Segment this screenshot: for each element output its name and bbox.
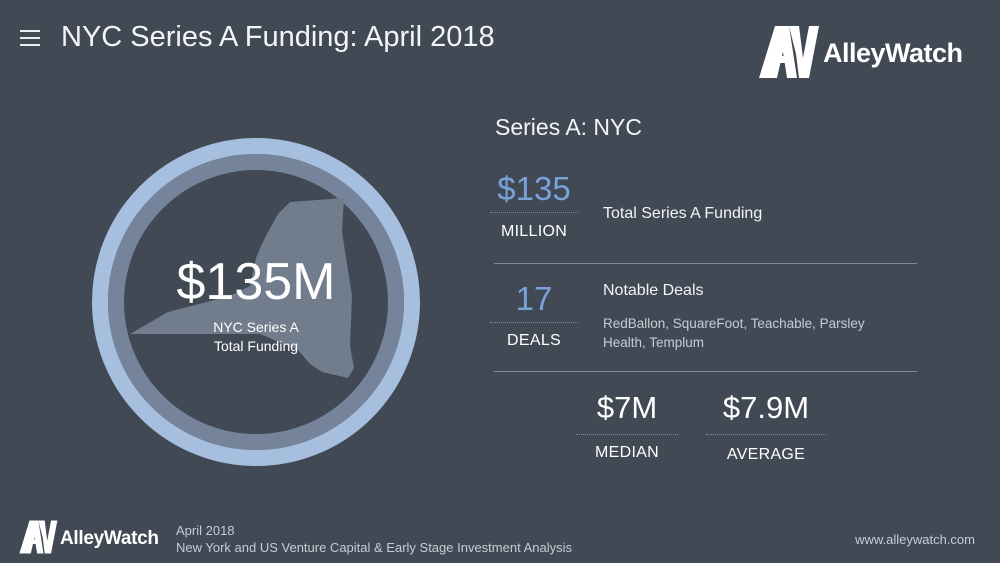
outer-track xyxy=(92,138,420,466)
notable-deals-label: Notable Deals xyxy=(603,282,704,299)
footer-logo[interactable]: AlleyWatch xyxy=(18,518,168,558)
menu-icon[interactable] xyxy=(20,30,40,46)
average-unit: AVERAGE xyxy=(726,446,806,463)
section-title: Series A: NYC xyxy=(495,114,642,140)
footer-subtitle: New York and US Venture Capital & Early … xyxy=(176,540,572,555)
footer-logo-wordmark: AlleyWatch xyxy=(60,528,159,549)
median-value: $7M xyxy=(576,390,678,435)
total-funding-caption: NYC Series A Total Funding xyxy=(90,318,422,356)
aw-logo-mark-icon xyxy=(19,520,58,554)
total-unit: MILLION xyxy=(500,223,568,240)
ny-state-map xyxy=(130,198,354,378)
footer-url-link[interactable]: www.alleywatch.com xyxy=(855,532,975,547)
funding-donut xyxy=(92,138,420,466)
average-value: $7.9M xyxy=(706,390,826,435)
page-title: NYC Series A Funding: April 2018 xyxy=(61,21,495,53)
logo-wordmark: AlleyWatch xyxy=(823,38,963,68)
median-unit: MEDIAN xyxy=(594,444,660,461)
caption-line-2: Total Funding xyxy=(213,338,299,354)
alleywatch-logo[interactable]: AlleyWatch xyxy=(759,22,974,82)
total-funding-value: $135M xyxy=(176,253,336,311)
aw-logo-mark-icon xyxy=(759,26,819,78)
divider xyxy=(494,263,917,264)
total-value: $135 xyxy=(490,170,578,213)
caption-line-1: NYC Series A xyxy=(213,319,299,335)
notable-deals-list: RedBallon, SquareFoot, Teachable, Parsle… xyxy=(603,316,865,350)
total-label: Total Series A Funding xyxy=(603,205,763,222)
deals-count: 17 xyxy=(490,280,578,323)
inner-track xyxy=(108,154,404,450)
divider xyxy=(494,371,917,372)
deals-unit: DEALS xyxy=(507,332,561,349)
footer-date: April 2018 xyxy=(176,523,235,538)
